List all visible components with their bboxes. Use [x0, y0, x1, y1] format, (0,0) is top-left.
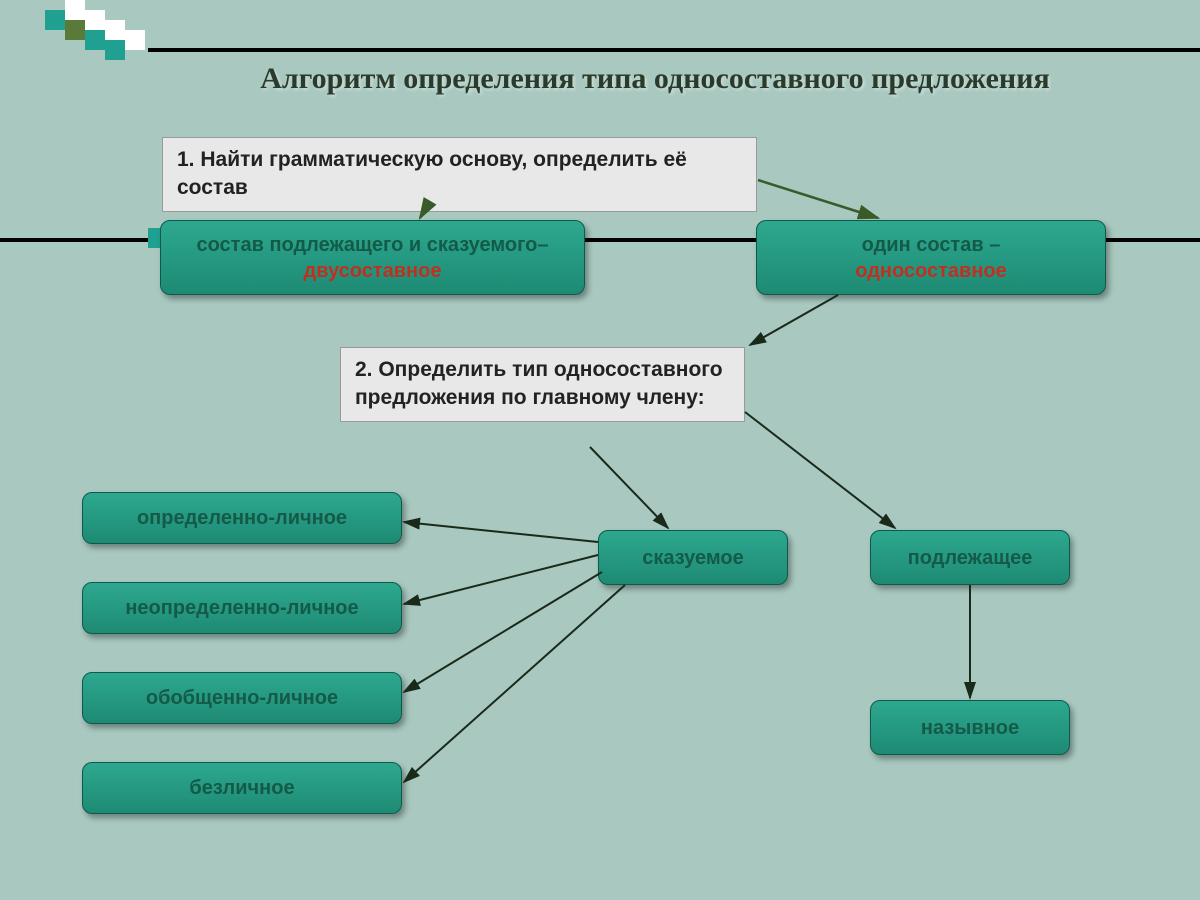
box-subject: подлежащее [870, 530, 1070, 585]
step2-text: 2. Определить тип односоставного предлож… [340, 347, 745, 422]
mid-divider-left [0, 238, 148, 242]
one-part-label-b: односоставное [855, 260, 1007, 282]
box-indef-personal: неопределенно-личное [82, 582, 402, 634]
two-part-label-a: состав подлежащего и сказуемого– [196, 234, 548, 256]
box-def-personal: определенно-личное [82, 492, 402, 544]
box-impersonal: безличное [82, 762, 402, 814]
box-gen-personal: обобщенно-личное [82, 672, 402, 724]
box-nominal: назывное [870, 700, 1070, 755]
one-part-label-a: один состав – [862, 234, 1001, 256]
box-predicate: сказуемое [598, 530, 788, 585]
two-part-label-b: двусоставное [304, 260, 442, 282]
step1-text: 1. Найти грамматическую основу, определи… [162, 137, 757, 212]
top-divider [148, 48, 1200, 52]
box-one-part: один состав – односоставное [756, 220, 1106, 295]
corner-decoration [45, 0, 145, 52]
box-two-part: состав подлежащего и сказуемого– двусост… [160, 220, 585, 295]
slide-title: Алгоритм определения типа односоставного… [150, 60, 1160, 98]
